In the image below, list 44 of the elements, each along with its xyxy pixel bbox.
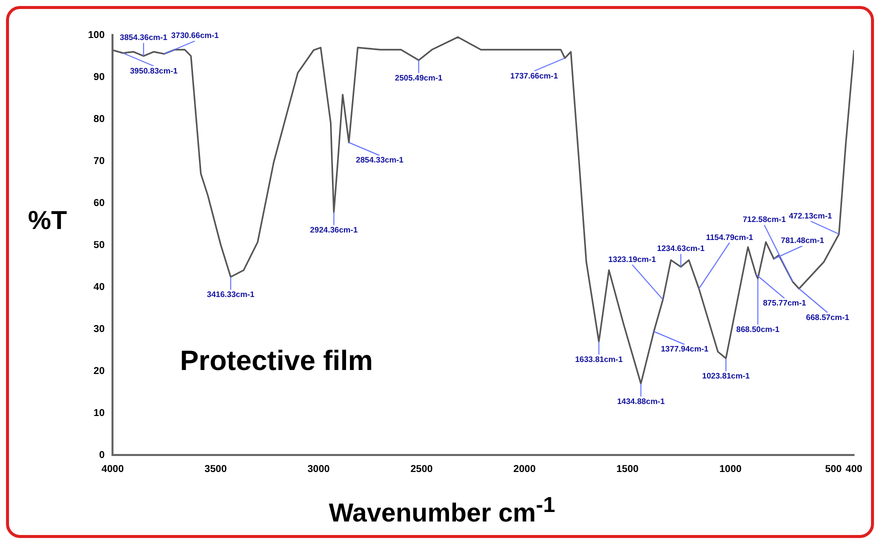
y-tick-label: 40 <box>94 282 106 293</box>
y-tick-label: 90 <box>94 72 106 83</box>
annotation: 781.48cm-1 <box>780 236 825 246</box>
x-tick-label: 400 <box>846 464 863 475</box>
annotation: 1633.81cm-1 <box>575 354 624 364</box>
annotation: 668.57cm-1 <box>806 312 850 322</box>
y-tick-label: 70 <box>94 156 106 167</box>
x-tick-label: 3000 <box>307 464 330 475</box>
x-tick-label: 500 <box>825 464 842 475</box>
y-tick-label: 80 <box>94 114 106 125</box>
annotation: 875.77cm-1 <box>762 298 807 308</box>
y-tick-label: 10 <box>94 408 106 419</box>
annotation: 2924.36cm-1 <box>310 225 358 234</box>
annotation: 1023.81cm-1 <box>702 372 750 381</box>
x-tick-label: 1000 <box>719 464 742 475</box>
x-tick-label: 3500 <box>204 464 228 475</box>
x-tick-label: 2000 <box>513 464 536 475</box>
x-tick-label: 4000 <box>102 464 124 475</box>
annotation: 2854.33cm-1 <box>356 156 404 165</box>
annotation: 2505.49cm-1 <box>394 73 444 82</box>
annotation: 3854.36cm-1 <box>120 33 168 42</box>
annotation: Protective film <box>180 345 373 377</box>
annotation: 3730.66cm-1 <box>171 31 220 40</box>
annotation: 3416.33cm-1 <box>206 290 256 300</box>
x-tick-label: 1500 <box>616 464 640 475</box>
annotation: 1323.19cm-1 <box>608 254 656 264</box>
y-axis-title: %T <box>28 205 67 236</box>
y-tick-label: 100 <box>88 30 106 41</box>
y-tick-label: 60 <box>94 198 106 209</box>
annotation: 1434.88cm-1 <box>617 396 666 406</box>
annotation: 1377.94cm-1 <box>660 344 709 354</box>
y-tick-label: 30 <box>94 324 106 335</box>
y-tick-label: 0 <box>99 450 106 461</box>
annotation: 868.50cm-1 <box>736 324 780 334</box>
annotation: 712.58cm-1 <box>742 215 786 224</box>
annotation: 1234.63cm-1 <box>657 244 706 254</box>
annotation: 472.13cm-1 <box>788 211 833 220</box>
annotation: 3950.83cm-1 <box>130 66 178 76</box>
y-tick-label: 50 <box>94 240 106 251</box>
annotation: 1737.66cm-1 <box>510 71 558 80</box>
annotation: 1154.79cm-1 <box>706 232 754 242</box>
y-tick-label: 20 <box>94 366 106 377</box>
x-axis-title: Wavenumber cm$^{-1}$ <box>328 492 556 529</box>
x-tick-label: 2500 <box>410 464 434 475</box>
